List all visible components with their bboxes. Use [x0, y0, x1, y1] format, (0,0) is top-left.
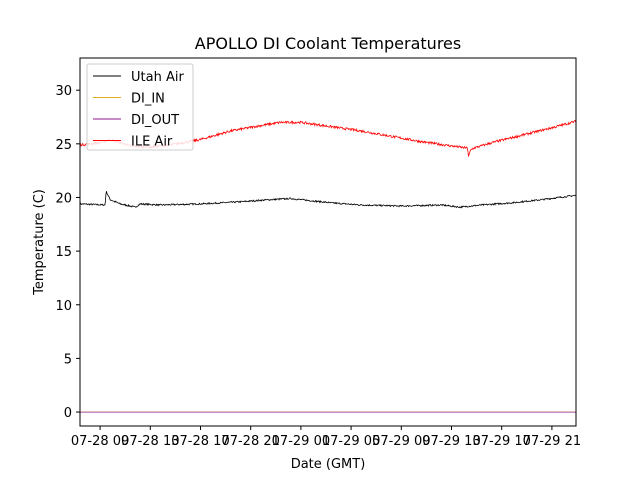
legend-label: DI_IN	[131, 92, 165, 107]
y-tick-label: 30	[55, 84, 72, 99]
legend-label: Utah Air	[131, 70, 184, 85]
x-tick-label: 07-29 13	[422, 434, 480, 449]
x-tick-label: 07-29 09	[372, 434, 430, 449]
y-tick-label: 10	[55, 299, 72, 314]
x-tick-label: 07-28 09	[71, 434, 129, 449]
series-group	[79, 119, 577, 413]
y-tick-label: 20	[55, 191, 72, 206]
x-tick-label: 07-29 21	[523, 434, 581, 449]
x-tick-label: 07-28 21	[221, 434, 279, 449]
legend-label: ILE Air	[131, 135, 173, 150]
y-tick-label: 15	[55, 245, 72, 260]
legend-label: DI_OUT	[131, 113, 179, 128]
series-line-utah-air	[79, 191, 577, 209]
x-tick-label: 07-28 17	[171, 434, 229, 449]
plot-frame	[79, 57, 577, 427]
y-tick-label: 0	[64, 406, 72, 421]
x-axis-label: Date (GMT)	[291, 457, 366, 472]
legend-box	[86, 63, 194, 151]
legend: Utah Air DI_IN DI_OUT ILE Air	[86, 63, 194, 151]
y-axis-label: Temperature (C)	[32, 189, 47, 296]
x-tick-label: 07-29 01	[272, 434, 330, 449]
chart-title: APOLLO DI Coolant Temperatures	[195, 34, 461, 53]
y-tick-label: 25	[55, 138, 72, 153]
x-tick-label: 07-29 17	[472, 434, 530, 449]
y-tick-label: 5	[64, 352, 72, 367]
x-tick-label: 07-28 13	[121, 434, 179, 449]
x-tick-label: 07-29 05	[322, 434, 380, 449]
